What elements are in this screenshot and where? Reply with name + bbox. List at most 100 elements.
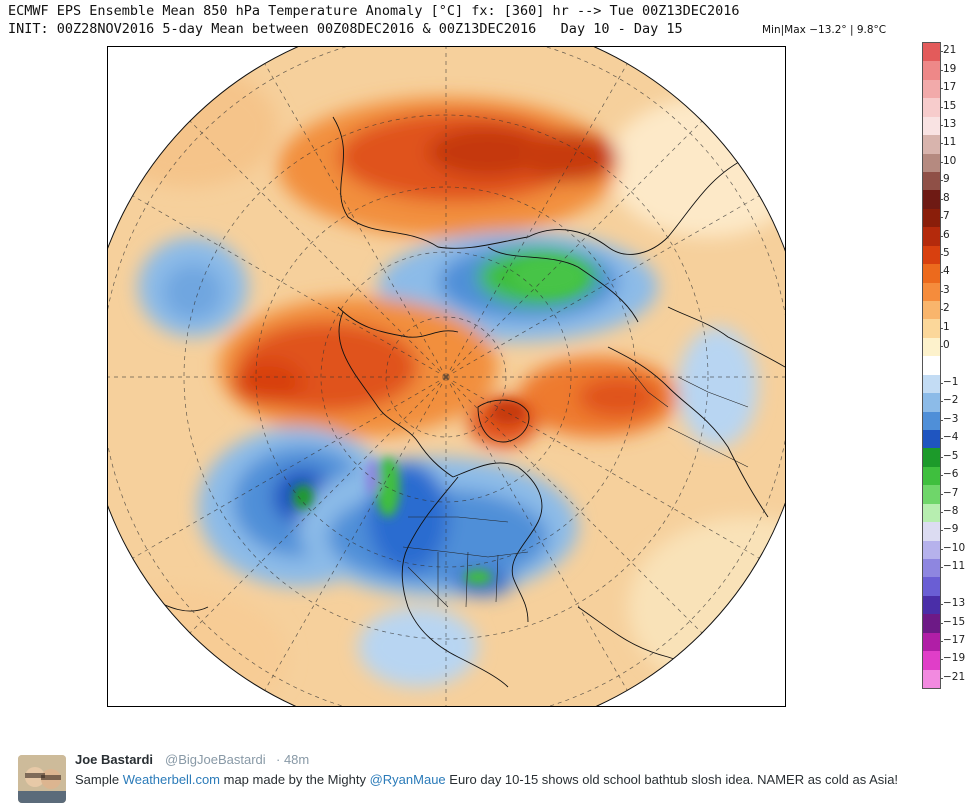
colorbar-tick (940, 622, 943, 624)
colorbar-tick (940, 438, 943, 440)
colorbar-segment (923, 61, 940, 81)
colorbar-label: 17 (943, 81, 957, 94)
colorbar-label: −10 (943, 541, 966, 554)
colorbar-tick (940, 640, 943, 642)
colorbar-segment (923, 632, 940, 652)
colorbar-label: 7 (943, 210, 950, 223)
colorbar-tick (940, 493, 943, 495)
colorbar-segment (923, 227, 940, 247)
colorbar-label: −13 (943, 597, 966, 610)
colorbar-segment (923, 190, 940, 210)
colorbar-segment (923, 651, 940, 671)
colorbar-segment (923, 356, 940, 376)
colorbar-tick (940, 198, 943, 200)
colorbar-tick (940, 180, 943, 182)
colorbar-tick (940, 253, 943, 255)
tweet-text-fragment: Euro day 10-15 shows old school bathtub … (445, 772, 899, 787)
tweet-timestamp[interactable]: · 48m (276, 752, 310, 767)
colorbar-segment (923, 522, 940, 542)
colorbar-segment (923, 614, 940, 634)
colorbar-label: 2 (943, 302, 950, 315)
avatar[interactable] (18, 755, 66, 803)
colorbar-segment (923, 448, 940, 468)
colorbar-segment (923, 466, 940, 486)
colorbar-label: −4 (943, 431, 959, 444)
colorbar-label: 15 (943, 99, 957, 112)
colorbar-segment (923, 540, 940, 560)
colorbar-label: −19 (943, 652, 966, 665)
colorbar-segment (923, 208, 940, 228)
colorbar-label: −8 (943, 504, 959, 517)
colorbar-label: −21 (943, 670, 966, 683)
mention-link[interactable]: @RyanMaue (369, 772, 446, 787)
colorbar-tick (940, 161, 943, 163)
colorbar-segment (923, 282, 940, 302)
colorbar-tick (940, 548, 943, 550)
colorbar-segment (923, 172, 940, 191)
colorbar-segment (923, 301, 940, 320)
colorbar-label: 4 (943, 265, 950, 278)
min-max-readout: Min|Max −13.2° | 9.8°C (762, 24, 887, 36)
colorbar-tick (940, 88, 943, 90)
colorbar-segment (923, 393, 940, 413)
colorbar-label: −2 (943, 394, 959, 407)
colorbar-tick (940, 419, 943, 421)
anomaly-map (107, 46, 786, 707)
colorbar-segment (923, 577, 940, 597)
colorbar-tick (940, 143, 943, 145)
colorbar-tick (940, 604, 943, 606)
colorbar-tick (940, 456, 943, 458)
colorbar-segment (923, 503, 940, 523)
colorbar-tick (940, 124, 943, 126)
colorbar-segment (923, 559, 940, 578)
colorbar-tick (940, 51, 943, 53)
colorbar (922, 42, 941, 689)
colorbar-label: 6 (943, 228, 950, 241)
colorbar-segment (923, 264, 940, 284)
colorbar-segment (923, 79, 940, 99)
colorbar-segment (923, 43, 940, 62)
tweet-text: Sample Weatherbell.com map made by the M… (75, 771, 955, 788)
colorbar-label: −3 (943, 412, 959, 425)
colorbar-label: −5 (943, 449, 959, 462)
colorbar-label: −9 (943, 523, 959, 536)
colorbar-label: −1 (943, 375, 959, 388)
colorbar-label: 9 (943, 173, 950, 186)
colorbar-tick (940, 401, 943, 403)
colorbar-segment (923, 135, 940, 155)
colorbar-label: −7 (943, 486, 959, 499)
colorbar-label: 13 (943, 117, 957, 130)
url-link[interactable]: Weatherbell.com (122, 772, 221, 787)
colorbar-label: 19 (943, 62, 957, 75)
colorbar-segment (923, 374, 940, 394)
tweet-text-fragment: Sample (75, 772, 123, 787)
colorbar-tick (940, 69, 943, 71)
colorbar-segment (923, 116, 940, 136)
colorbar-segment (923, 98, 940, 118)
colorbar-tick (940, 530, 943, 532)
colorbar-label: 11 (943, 136, 957, 149)
map-subtitle: INIT: 00Z28NOV2016 5-day Mean between 00… (8, 21, 683, 37)
colorbar-tick (940, 511, 943, 513)
colorbar-tick (940, 290, 943, 292)
colorbar-segment (923, 319, 940, 339)
colorbar-label: −6 (943, 468, 959, 481)
colorbar-label: 1 (943, 320, 950, 333)
tweet-author-name[interactable]: Joe Bastardi (75, 752, 154, 767)
colorbar-tick (940, 106, 943, 108)
colorbar-tick (940, 217, 943, 219)
colorbar-tick (940, 327, 943, 329)
anomaly-map-canvas (108, 47, 785, 706)
colorbar-label: 0 (943, 339, 950, 352)
tweet-author-handle[interactable]: @BigJoeBastardi (165, 752, 266, 767)
colorbar-tick (940, 309, 943, 311)
colorbar-label: 21 (943, 44, 957, 57)
colorbar-tick (940, 677, 943, 679)
colorbar-tick (940, 475, 943, 477)
colorbar-tick (940, 346, 943, 348)
colorbar-label: −15 (943, 615, 966, 628)
colorbar-tick (940, 659, 943, 661)
colorbar-tick (940, 382, 943, 384)
colorbar-segment (923, 485, 940, 505)
map-title: ECMWF EPS Ensemble Mean 850 hPa Temperat… (8, 3, 740, 19)
